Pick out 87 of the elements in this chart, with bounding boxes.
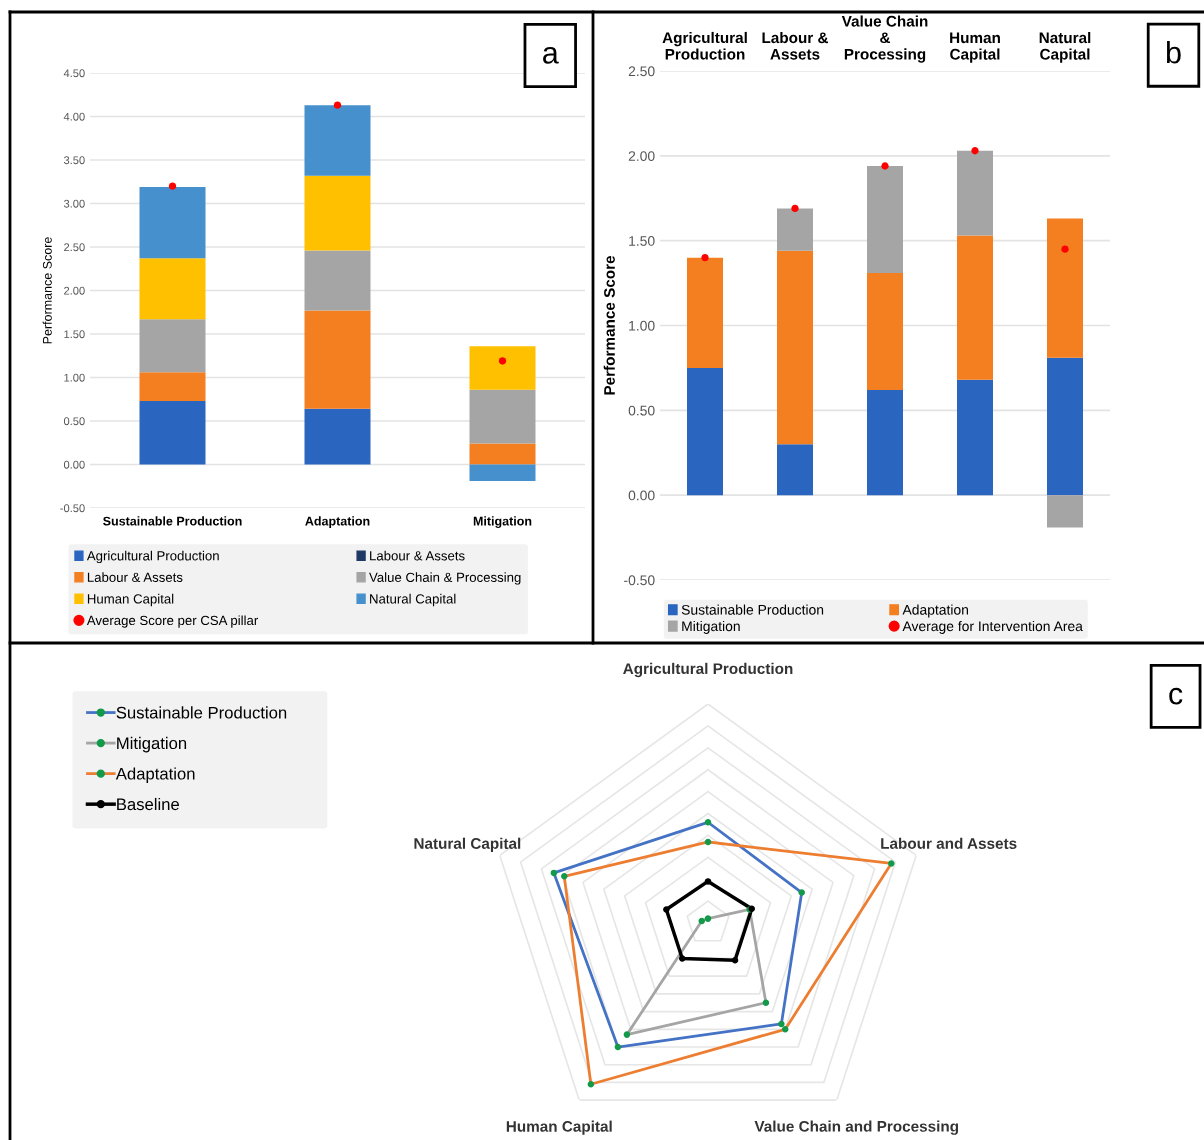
point [498,357,507,365]
bar [777,250,813,445]
legend-label: Value Chain & Processing [369,572,521,585]
y-tick-label: 3.50 [63,156,85,165]
y-tick-label: 3.00 [63,199,85,208]
y-axis-title: Performance Score [42,237,52,344]
bar [139,372,206,401]
point [333,101,342,109]
bar [139,400,206,465]
legend-label: Baseline [117,797,179,811]
y-tick-label: 2.00 [628,151,655,161]
legend-label: Agricultural Production [86,550,219,564]
y-axis-title: Performance Score [603,255,615,395]
y-tick-label: -0.50 [60,504,85,513]
y-tick-label: 0.50 [63,417,85,426]
spoke-label: Labour and Assets [881,837,1017,849]
bar [957,150,993,236]
x-tick-label: Value Chain & Processing [841,15,928,63]
legend-label: Adaptation [115,767,195,783]
text: b [1166,40,1181,64]
x-tick-label: Natural Capital [1039,31,1091,63]
bar [304,105,371,176]
bar [867,389,903,496]
y-tick-label: 4.50 [63,69,85,78]
bar [777,444,813,496]
point [168,182,177,190]
legend-label: Labour & Assets [370,550,465,561]
bar [1047,357,1083,496]
x-tick-label: Mitigation [473,516,532,529]
legend-label: Sustainable Production [116,706,287,719]
y-tick-label: 1.50 [629,236,655,246]
y-tick-label: 1.50 [64,330,85,339]
text: a [543,46,559,64]
bar [957,235,993,380]
legend-label: Average for Intervention Area [902,620,1083,634]
point [971,147,979,155]
bar [867,166,903,273]
bar [469,443,536,465]
y-tick-label: 2.50 [628,66,655,77]
bar [304,310,371,409]
x-tick-label: Adaptation [305,516,370,528]
spoke-label: Natural Capital [414,837,521,852]
legend-label: Sustainable Production [681,604,824,615]
bar [304,408,371,465]
point [791,204,799,213]
y-tick-label: 2.50 [64,243,85,252]
bar [304,250,371,311]
bar [687,257,723,368]
bar [469,464,536,482]
y-tick-label: 0.50 [628,405,655,416]
y-tick-label: 1.00 [629,320,655,331]
y-tick-label: 0.00 [628,490,655,501]
y-tick-label: 4.00 [63,112,85,121]
bar [867,272,903,390]
legend-label: Mitigation [682,620,740,634]
spoke-label: Human Capital [506,1120,612,1135]
point [881,162,889,170]
bar [469,346,536,390]
legend-label: Human Capital [87,593,174,607]
bar [1047,218,1083,358]
spoke-label: Value Chain and Processing [754,1120,959,1135]
x-tick-label: Agricultural Production [662,31,747,60]
legend-label: Labour & Assets [87,572,183,582]
point [701,253,709,262]
point [1061,245,1069,253]
bar [469,389,536,444]
legend-label: Adaptation [902,604,968,618]
bar [777,208,813,251]
legend-label: Natural Capital [370,593,456,607]
legend-label: Average Score per CSA pillar [86,615,259,628]
bar [139,319,206,373]
bar [1047,495,1083,528]
text: c [1169,687,1183,705]
bar [687,367,723,496]
x-tick-label: Human Capital [950,32,1000,63]
y-tick-label: 0.00 [63,460,85,469]
y-tick-label: -0.50 [624,575,655,586]
bar [139,186,206,259]
y-tick-label: 1.00 [64,373,85,382]
legend-label: Mitigation [117,736,187,753]
bar [957,379,993,496]
y-tick-label: 2.00 [64,286,85,295]
bar [139,258,206,320]
bar [304,175,371,251]
x-tick-label: Sustainable Production [103,516,242,526]
spoke-label: Agricultural Production [623,662,793,678]
x-tick-label: Labour & Assets [762,31,829,60]
